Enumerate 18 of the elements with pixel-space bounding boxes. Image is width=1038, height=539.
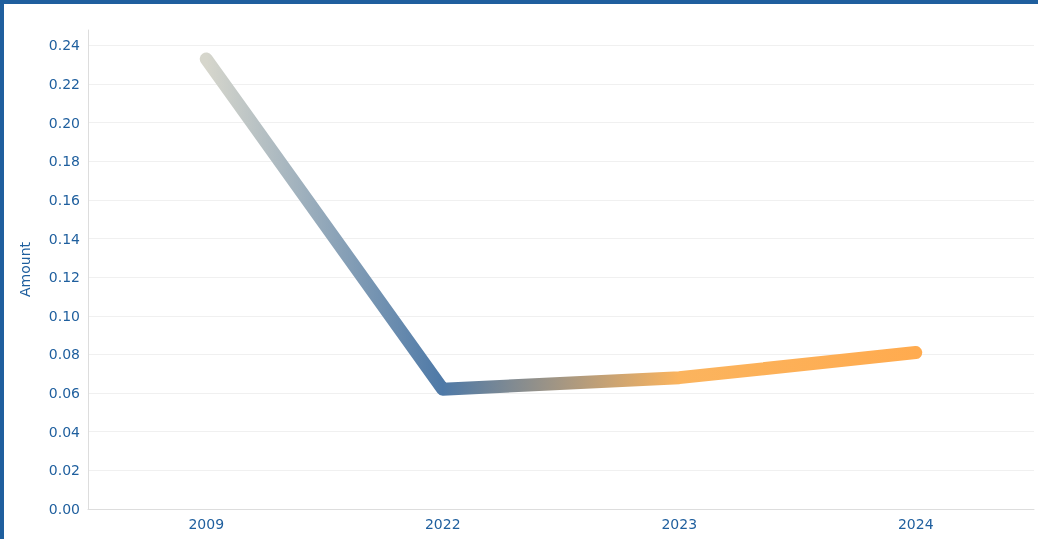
x-tick-label: 2022 bbox=[424, 516, 461, 532]
y-tick-label: 0.08 bbox=[48, 346, 80, 363]
y-axis-title: Amount bbox=[17, 241, 33, 298]
y-tick-label: 0.12 bbox=[48, 269, 80, 286]
x-tick-label: 2009 bbox=[188, 516, 225, 532]
y-tick-label: 0.04 bbox=[48, 423, 81, 440]
y-tick-label: 0.22 bbox=[48, 76, 80, 93]
y-tick-label: 0.24 bbox=[48, 37, 81, 54]
y-tick-label: 0.10 bbox=[48, 307, 80, 324]
y-tick-label: 0.00 bbox=[48, 501, 80, 517]
y-tick-label: 0.18 bbox=[48, 153, 80, 170]
y-tick-label: 0.20 bbox=[48, 114, 80, 131]
x-tick-label: 2023 bbox=[661, 516, 698, 532]
y-tick-label: 0.16 bbox=[48, 191, 81, 208]
y-tick-label: 0.14 bbox=[48, 230, 81, 247]
y-tick-label: 0.06 bbox=[48, 385, 81, 402]
y-tick-label: 0.02 bbox=[48, 462, 80, 479]
x-tick-label: 2024 bbox=[897, 516, 934, 532]
